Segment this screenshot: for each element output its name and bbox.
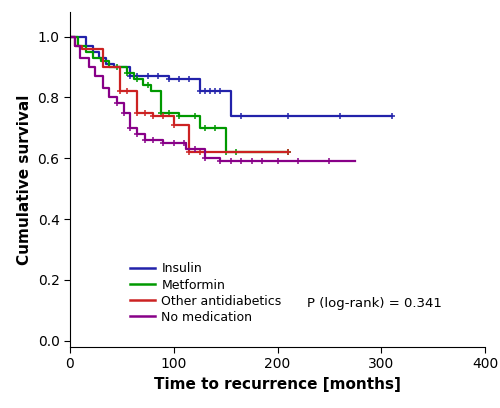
Metformin (106, 64, 112, 69)
Insulin (82, 43, 88, 48)
Other antidiabetics (186, 150, 192, 155)
Other antidiabetics (285, 150, 291, 155)
Y-axis label: Cumulative survival: Cumulative survival (17, 94, 32, 265)
Other antidiabetics (93, 46, 99, 51)
Metformin (212, 125, 218, 130)
No medication (192, 146, 198, 151)
Legend: Insulin, Metformin, Other antidiabetics, No medication: Insulin, Metformin, Other antidiabetics,… (130, 262, 282, 324)
Line: No medication: No medication (70, 37, 356, 161)
Metformin (166, 110, 172, 115)
Metformin (98, 58, 104, 63)
Insulin (67, 34, 73, 39)
No medication (228, 159, 234, 164)
No medication (72, 43, 78, 48)
Metformin (233, 150, 239, 155)
Insulin (166, 77, 172, 82)
Line: Metformin: Metformin (70, 37, 288, 152)
No medication (171, 141, 177, 146)
Metformin (124, 71, 130, 75)
Insulin (228, 113, 234, 118)
No medication (202, 156, 208, 161)
Metformin (222, 150, 228, 155)
No medication (114, 101, 119, 106)
Insulin (202, 89, 208, 94)
Insulin (238, 113, 244, 118)
Insulin (176, 77, 182, 82)
No medication (134, 131, 140, 136)
No medication (150, 137, 156, 142)
Metformin (196, 125, 202, 130)
No medication (295, 159, 301, 164)
Other antidiabetics (171, 122, 177, 127)
No medication (142, 137, 148, 142)
No medication (238, 159, 244, 164)
No medication (127, 125, 133, 130)
Line: Other antidiabetics: Other antidiabetics (70, 37, 288, 152)
Insulin (388, 113, 394, 118)
Other antidiabetics (150, 113, 156, 118)
No medication (92, 74, 98, 79)
Other antidiabetics (100, 64, 106, 69)
Other antidiabetics (218, 150, 224, 155)
No medication (121, 110, 127, 115)
Insulin (134, 74, 140, 79)
No medication (248, 159, 254, 164)
Insulin (127, 74, 133, 79)
No medication (274, 159, 280, 164)
Other antidiabetics (160, 113, 166, 118)
Insulin (76, 34, 82, 39)
Other antidiabetics (67, 34, 73, 39)
Metformin (158, 110, 164, 115)
Metformin (132, 77, 138, 82)
Metformin (176, 113, 182, 118)
Other antidiabetics (72, 43, 78, 48)
Metformin (186, 113, 192, 118)
No medication (218, 159, 224, 164)
No medication (326, 159, 332, 164)
Insulin (145, 74, 151, 79)
Insulin (110, 64, 116, 69)
No medication (67, 34, 73, 39)
Metformin (90, 55, 96, 60)
Other antidiabetics (124, 89, 130, 94)
Other antidiabetics (80, 46, 86, 51)
No medication (78, 55, 84, 60)
Line: Insulin: Insulin (70, 37, 392, 115)
Insulin (218, 89, 224, 94)
Metformin (140, 83, 145, 88)
No medication (183, 146, 189, 151)
Other antidiabetics (117, 89, 123, 94)
No medication (352, 159, 358, 164)
Insulin (96, 55, 102, 60)
Other antidiabetics (196, 150, 202, 155)
Metformin (148, 89, 154, 94)
No medication (106, 95, 112, 100)
No medication (100, 86, 106, 91)
Metformin (82, 49, 88, 54)
Other antidiabetics (142, 110, 148, 115)
Text: P (log-rank) = 0.341: P (log-rank) = 0.341 (306, 297, 442, 310)
No medication (160, 141, 166, 146)
Metformin (76, 43, 82, 48)
Other antidiabetics (134, 110, 140, 115)
No medication (86, 64, 91, 69)
Insulin (285, 113, 291, 118)
Metformin (114, 64, 119, 69)
Insulin (104, 62, 110, 67)
Insulin (155, 74, 161, 79)
Insulin (196, 89, 202, 94)
Metformin (285, 150, 291, 155)
Other antidiabetics (86, 46, 91, 51)
X-axis label: Time to recurrence [months]: Time to recurrence [months] (154, 377, 401, 392)
Metformin (67, 34, 73, 39)
No medication (259, 159, 265, 164)
Insulin (90, 49, 96, 54)
Other antidiabetics (108, 64, 114, 69)
Insulin (119, 64, 125, 69)
